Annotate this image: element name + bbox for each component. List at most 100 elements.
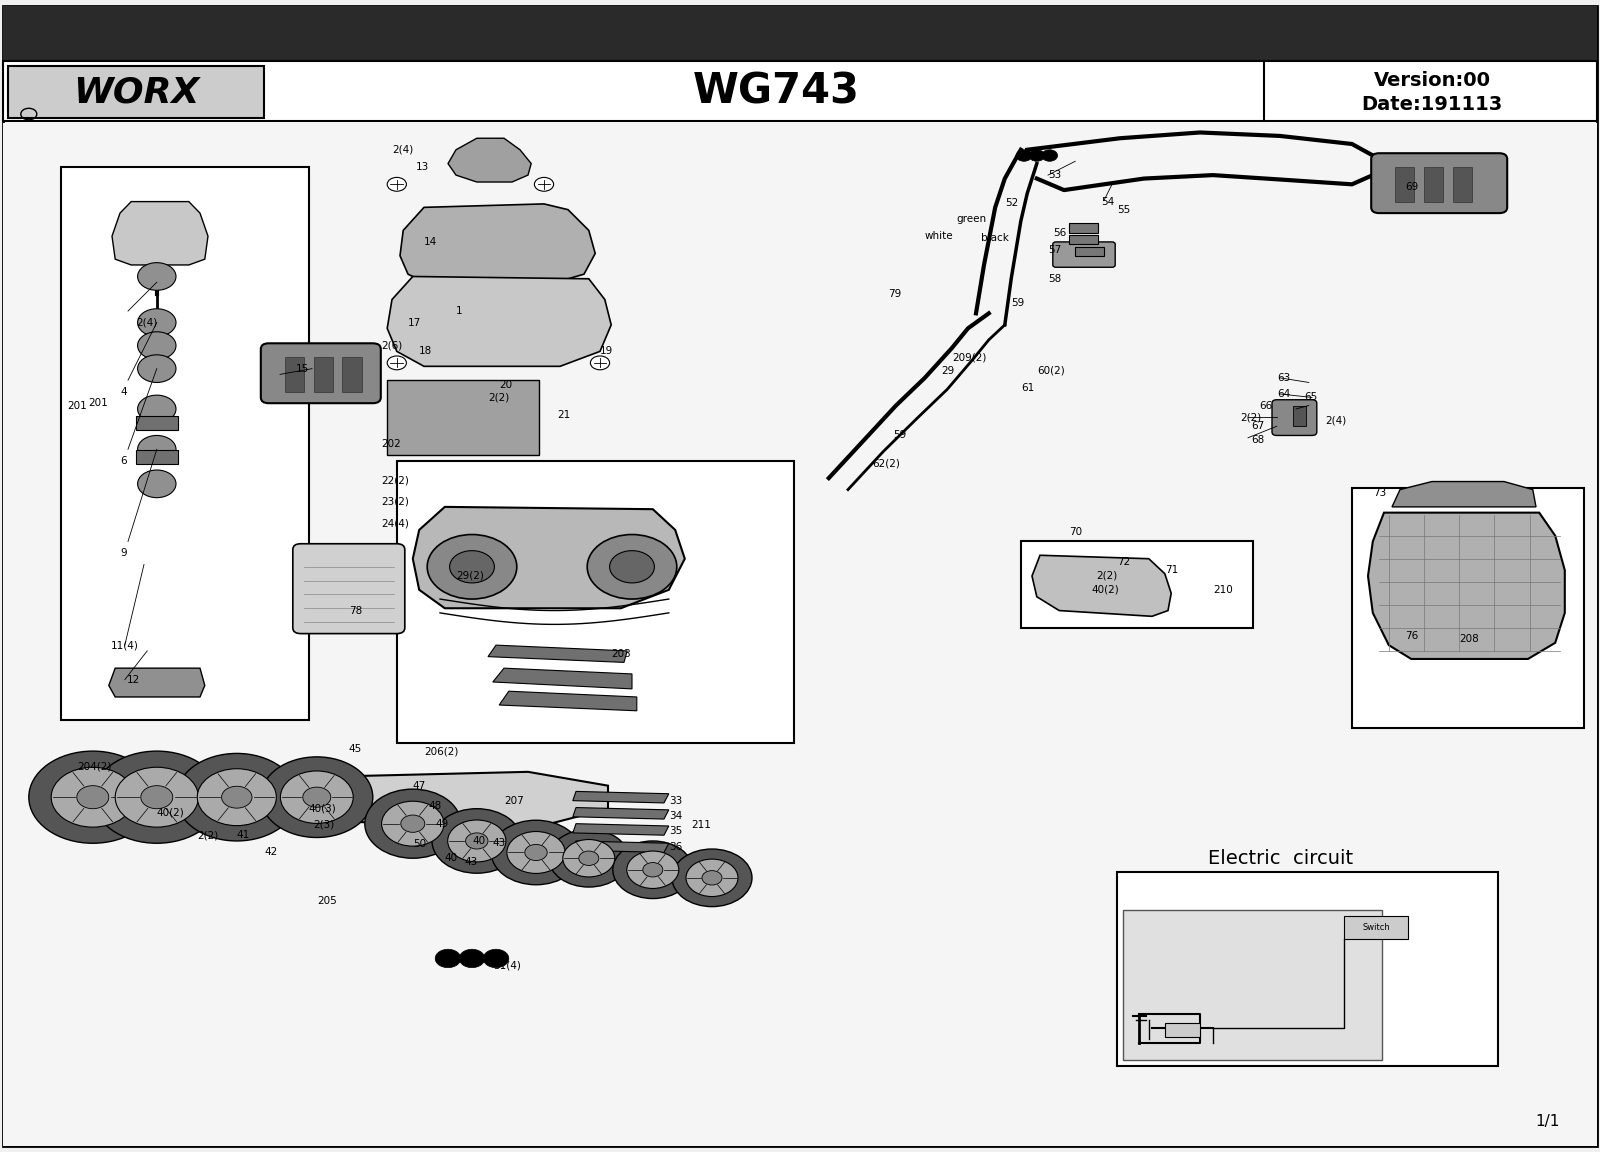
Bar: [1069, 235, 1098, 244]
Bar: [342, 357, 362, 392]
Text: black: black: [981, 234, 1008, 243]
Bar: [1424, 167, 1443, 202]
Text: green: green: [957, 214, 987, 223]
Text: Date:191113: Date:191113: [1362, 96, 1502, 114]
Polygon shape: [493, 668, 632, 689]
Text: 2(2): 2(2): [1096, 571, 1117, 581]
Circle shape: [138, 309, 176, 336]
Text: 4: 4: [120, 387, 126, 396]
Text: 58: 58: [1048, 274, 1061, 283]
Circle shape: [138, 355, 176, 382]
Text: 20: 20: [499, 380, 512, 389]
Polygon shape: [1392, 482, 1536, 507]
Text: 2(4): 2(4): [392, 145, 413, 154]
Circle shape: [365, 789, 461, 858]
Text: 40(2): 40(2): [1091, 585, 1118, 594]
Bar: [1021, 541, 1253, 628]
Circle shape: [427, 535, 517, 599]
Text: 201: 201: [67, 401, 86, 410]
Polygon shape: [448, 138, 531, 182]
Text: 29: 29: [941, 366, 954, 376]
Text: 57: 57: [1048, 245, 1061, 255]
Polygon shape: [413, 507, 685, 608]
Circle shape: [491, 820, 581, 885]
Text: 1: 1: [456, 306, 462, 316]
Bar: [387, 380, 539, 455]
Text: Electric  circuit: Electric circuit: [1208, 849, 1354, 867]
Text: 202: 202: [381, 439, 400, 448]
Circle shape: [138, 395, 176, 423]
Circle shape: [507, 832, 565, 873]
Bar: [136, 450, 178, 464]
Text: 2(6): 2(6): [381, 341, 402, 350]
Text: 19: 19: [600, 347, 613, 356]
Bar: [1293, 406, 1306, 426]
Polygon shape: [1032, 555, 1171, 616]
Text: WG743: WG743: [693, 70, 859, 112]
Circle shape: [77, 786, 109, 809]
Circle shape: [549, 829, 629, 887]
Text: white: white: [925, 232, 954, 241]
Text: 42: 42: [264, 848, 277, 857]
Text: 14: 14: [424, 237, 437, 247]
Circle shape: [587, 535, 677, 599]
Circle shape: [138, 470, 176, 498]
Text: 11(4): 11(4): [110, 641, 138, 650]
Text: 47: 47: [413, 781, 426, 790]
Text: 210: 210: [1213, 585, 1232, 594]
Text: 61: 61: [1021, 384, 1034, 393]
Text: 40: 40: [472, 836, 485, 846]
Text: 6: 6: [120, 456, 126, 465]
Text: 73: 73: [1373, 488, 1386, 498]
Circle shape: [1029, 150, 1045, 161]
Text: 35: 35: [669, 826, 682, 835]
Polygon shape: [109, 668, 205, 697]
Circle shape: [138, 435, 176, 463]
Text: 71: 71: [1165, 566, 1178, 575]
Circle shape: [466, 833, 488, 849]
Text: 68: 68: [1251, 435, 1264, 445]
Text: 59: 59: [1011, 298, 1024, 308]
Circle shape: [138, 263, 176, 290]
Bar: [397, 461, 794, 743]
Text: 29(2): 29(2): [456, 571, 483, 581]
Text: 48: 48: [429, 802, 442, 811]
Circle shape: [459, 949, 485, 968]
FancyBboxPatch shape: [1272, 400, 1317, 435]
Circle shape: [400, 816, 426, 832]
Circle shape: [686, 859, 738, 896]
Circle shape: [176, 753, 298, 841]
Text: 211: 211: [691, 820, 710, 829]
Text: 18: 18: [419, 347, 432, 356]
Text: WORX: WORX: [74, 75, 198, 109]
Text: 2(4): 2(4): [136, 318, 157, 327]
Circle shape: [590, 356, 610, 370]
Text: 2(3): 2(3): [314, 820, 334, 829]
Text: 208: 208: [1459, 635, 1478, 644]
Text: 209(2): 209(2): [952, 353, 986, 362]
Text: 33: 33: [669, 796, 682, 805]
Polygon shape: [400, 204, 595, 286]
Circle shape: [1016, 150, 1032, 161]
Text: 2(4): 2(4): [1325, 416, 1346, 425]
Text: 15: 15: [296, 364, 309, 373]
Text: 40(2): 40(2): [157, 808, 184, 817]
Circle shape: [627, 851, 678, 888]
Text: 51(4): 51(4): [493, 961, 520, 970]
Circle shape: [51, 767, 134, 827]
Text: 24(4): 24(4): [381, 518, 408, 528]
Text: 72: 72: [1117, 558, 1130, 567]
Text: 79: 79: [888, 289, 901, 298]
Circle shape: [643, 863, 662, 877]
FancyBboxPatch shape: [1371, 153, 1507, 213]
Text: 56: 56: [1053, 228, 1066, 237]
Text: 53: 53: [1048, 170, 1061, 180]
Circle shape: [525, 844, 547, 861]
Text: 43: 43: [464, 857, 477, 866]
Text: Version:00: Version:00: [1373, 71, 1491, 90]
Circle shape: [280, 771, 354, 824]
Text: Switch: Switch: [1362, 923, 1390, 932]
Bar: [1117, 872, 1498, 1066]
Polygon shape: [573, 808, 669, 819]
Text: 45: 45: [349, 744, 362, 753]
